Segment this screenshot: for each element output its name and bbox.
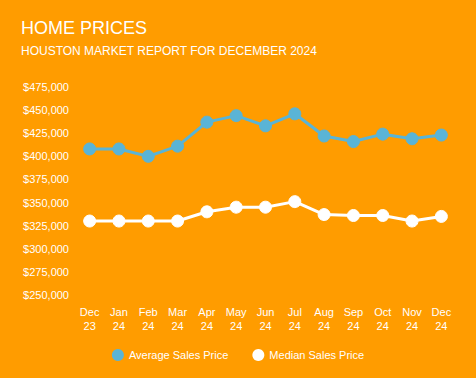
svg-text:Jan: Jan bbox=[110, 306, 128, 318]
svg-text:$350,000: $350,000 bbox=[23, 197, 69, 209]
svg-text:Feb: Feb bbox=[139, 306, 158, 318]
svg-text:Apr: Apr bbox=[198, 306, 215, 318]
svg-text:Jul: Jul bbox=[288, 306, 302, 318]
svg-text:24: 24 bbox=[201, 320, 213, 332]
svg-text:24: 24 bbox=[171, 320, 183, 332]
svg-text:Median Sales Price: Median Sales Price bbox=[269, 349, 364, 361]
svg-text:23: 23 bbox=[84, 320, 96, 332]
svg-text:24: 24 bbox=[230, 320, 242, 332]
svg-text:Average Sales Price: Average Sales Price bbox=[129, 349, 228, 361]
svg-text:$250,000: $250,000 bbox=[23, 289, 69, 301]
svg-text:Sep: Sep bbox=[344, 306, 364, 318]
svg-text:HOUSTON MARKET REPORT FOR DECE: HOUSTON MARKET REPORT FOR DECEMBER 2024 bbox=[21, 44, 317, 58]
svg-text:24: 24 bbox=[347, 320, 359, 332]
svg-text:24: 24 bbox=[289, 320, 301, 332]
svg-text:24: 24 bbox=[318, 320, 330, 332]
svg-text:$400,000: $400,000 bbox=[23, 150, 69, 162]
svg-text:$425,000: $425,000 bbox=[23, 127, 69, 139]
svg-text:$275,000: $275,000 bbox=[23, 266, 69, 278]
svg-text:Oct: Oct bbox=[374, 306, 391, 318]
svg-text:24: 24 bbox=[406, 320, 418, 332]
svg-text:Mar: Mar bbox=[168, 306, 187, 318]
svg-text:24: 24 bbox=[142, 320, 154, 332]
svg-text:$300,000: $300,000 bbox=[23, 243, 69, 255]
svg-text:HOME PRICES: HOME PRICES bbox=[21, 18, 147, 38]
svg-text:24: 24 bbox=[113, 320, 125, 332]
svg-text:$375,000: $375,000 bbox=[23, 173, 69, 185]
svg-text:Dec: Dec bbox=[432, 306, 452, 318]
svg-text:$475,000: $475,000 bbox=[23, 81, 69, 93]
svg-text:24: 24 bbox=[259, 320, 271, 332]
svg-text:Aug: Aug bbox=[314, 306, 334, 318]
svg-text:24: 24 bbox=[377, 320, 389, 332]
svg-text:24: 24 bbox=[435, 320, 447, 332]
svg-text:May: May bbox=[226, 306, 247, 318]
svg-text:$450,000: $450,000 bbox=[23, 104, 69, 116]
svg-text:Jun: Jun bbox=[257, 306, 275, 318]
svg-text:Nov: Nov bbox=[402, 306, 422, 318]
svg-text:Dec: Dec bbox=[80, 306, 100, 318]
svg-text:$325,000: $325,000 bbox=[23, 220, 69, 232]
